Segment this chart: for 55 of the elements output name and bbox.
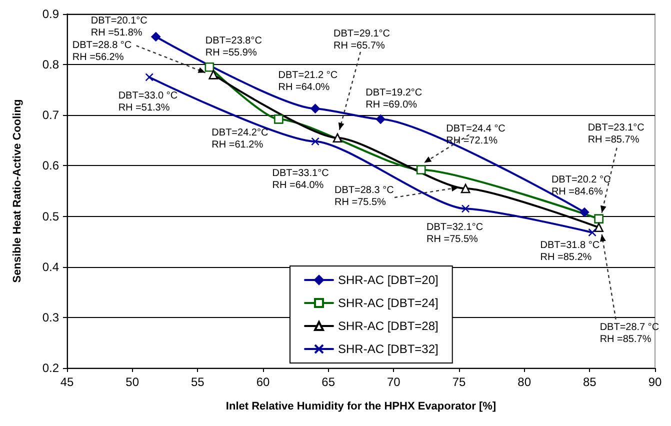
x-tick-label: 70: [386, 375, 401, 389]
x-tick-label: 75: [452, 375, 466, 389]
y-tick-label: 0.9: [42, 7, 60, 21]
annotation: DBT=20.2 °C RH =84.6%: [551, 174, 611, 198]
point: [311, 137, 320, 146]
point: [204, 62, 214, 72]
x-tick-label: 65: [322, 375, 336, 389]
point: [594, 214, 604, 224]
x-tick-label: 90: [648, 375, 662, 389]
annotation: DBT=28.7 °C RH =85.7%: [600, 322, 660, 345]
x-tick-label: 80: [518, 375, 532, 389]
x-tick-label: 55: [190, 375, 205, 389]
x-tick-label: 60: [256, 375, 270, 389]
annotation: DBT=29.1°C RH =65.7%: [333, 28, 390, 52]
legend-label: SHR-AC [DBT=24]: [338, 296, 438, 310]
legend-label: SHR-AC [DBT=28]: [338, 319, 438, 333]
point: [416, 165, 426, 174]
point: [208, 70, 218, 80]
annotation: DBT=24.2°C RH =61.2%: [212, 128, 268, 151]
point: [332, 133, 342, 143]
annotation: DBT=33.0 °C RH =51.3%: [118, 90, 178, 114]
x-axis-title: Inlet Relative Humidity for the HPHX Evaporator [%]: [226, 400, 496, 412]
y-tick-label: 0.7: [42, 108, 60, 122]
y-tick-label: 0.5: [42, 209, 60, 224]
annotation: DBT=19.2°C RH =69.0%: [366, 88, 422, 111]
point: [274, 114, 284, 124]
legend-label: SHR-AC [DBT=32]: [338, 342, 438, 356]
y-tick-label: 0.4: [42, 260, 60, 274]
x-tick-label: 45: [60, 375, 74, 389]
x-tick-label: 85: [582, 375, 597, 389]
y-tick-label: 0.6: [42, 158, 60, 173]
annotation: DBT=23.1°C RH =85.7%: [588, 122, 644, 146]
point: [460, 184, 470, 194]
y-tick-label: 0.8: [42, 58, 60, 72]
x-tick-label: 50: [126, 375, 140, 389]
annotation: DBT=28.8 °C RH =56.2%: [72, 40, 132, 64]
annotation: DBT=33.1°C RH =64.0%: [272, 168, 329, 191]
annotation: DBT=23.8°C RH =55.9%: [205, 36, 262, 59]
y-tick-label: 0.3: [42, 310, 60, 324]
annotation: DBT=32.1°C RH =75.5%: [426, 222, 484, 246]
annotation: DBT=28.3 °C RH =75.5%: [334, 184, 394, 208]
annotation: DBT=31.8 °C RH =85.2%: [540, 240, 600, 263]
point: [310, 104, 320, 114]
annotation: DBT=20.1°C RH =51.8%: [90, 15, 148, 38]
legend-label: SHR-AC [DBT=20]: [338, 273, 438, 287]
point: [376, 114, 386, 124]
point: [151, 32, 161, 42]
point: [594, 222, 604, 232]
annotation: DBT=21.2 °C RH =64.0%: [278, 70, 338, 94]
y-axis-title: Sensible Heat Ratio-Active Cooling: [12, 99, 24, 283]
point: [145, 73, 154, 82]
point: [461, 204, 470, 213]
y-tick-label: 0.2: [42, 361, 60, 375]
point: [580, 208, 590, 217]
point: [588, 228, 596, 237]
